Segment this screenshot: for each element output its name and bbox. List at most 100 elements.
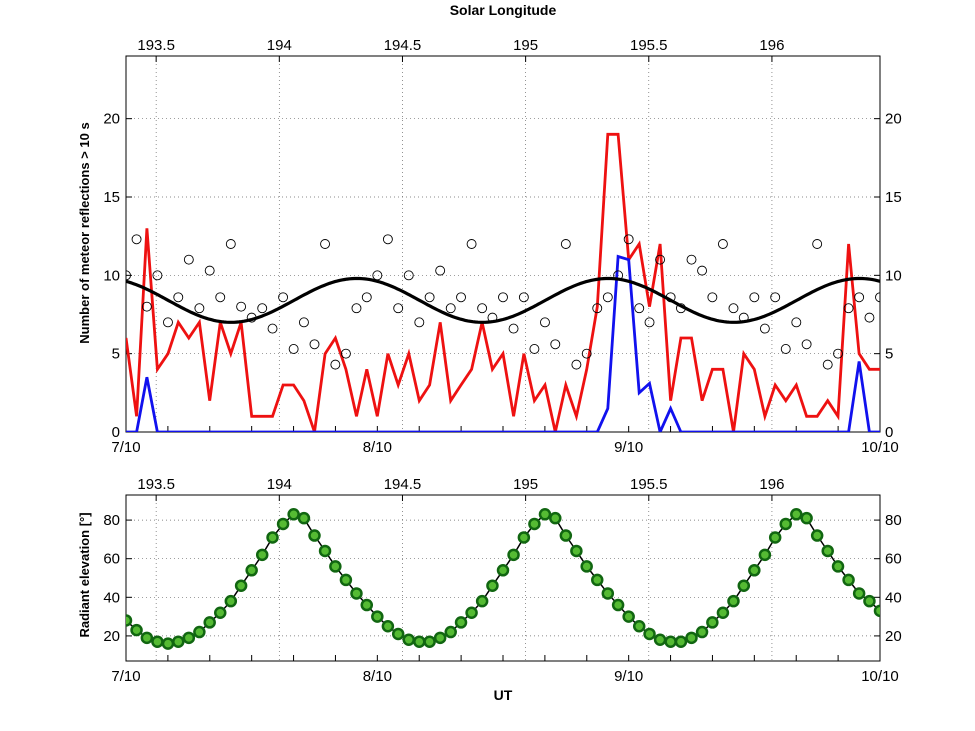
top-top-tick-label: 194	[267, 37, 292, 54]
top-y-tick-label: 20	[103, 111, 120, 128]
bottom-x-tick-label: 7/10	[111, 668, 140, 685]
chart-title: Solar Longitude	[450, 2, 557, 18]
bottom-top-tick-label: 194	[267, 476, 292, 493]
bottom-y-tick-label: 40	[103, 589, 120, 606]
series-open-circles-point	[194, 303, 205, 314]
series-open-circles-point	[508, 323, 519, 334]
top-y-axis-label: Number of meteor reflections > 10 s	[77, 122, 92, 343]
series-radiant-elevation-point	[126, 614, 133, 627]
series-open-circles-point	[126, 270, 131, 281]
series-radiant-elevation-point	[528, 517, 541, 531]
series-open-circles-point	[749, 292, 760, 303]
series-open-circles-point	[246, 312, 257, 323]
series-open-circles-point	[236, 301, 247, 312]
series-radiant-elevation-point	[350, 587, 363, 600]
top-y-tick-label: 5	[112, 346, 120, 363]
series-open-circles-point	[445, 303, 456, 314]
bottom-x-tick-label: 9/10	[614, 668, 643, 685]
series-open-circles-point	[581, 348, 592, 359]
series-open-circles-point	[613, 270, 624, 281]
series-radiant-elevation-point	[391, 627, 405, 641]
series-open-circles-point	[864, 312, 875, 323]
series-radiant-elevation-point	[601, 587, 615, 600]
series-open-circles-point	[592, 303, 603, 314]
top-top-tick-label: 194.5	[384, 37, 422, 54]
bottom-x-axis-label: UT	[494, 687, 513, 703]
series-open-circles-point	[320, 239, 331, 249]
bottom-chart-panel: Radiant elevation [°] UT 20 20 40 40 60 60 80 8…	[77, 476, 902, 703]
series-open-circles-point	[759, 323, 770, 334]
series-radiant-elevation-point	[360, 598, 374, 612]
series-open-circles-point	[707, 292, 718, 303]
series-open-circles-point	[152, 270, 163, 281]
series-open-circles-point	[141, 301, 152, 312]
top-x-tick-label: 7/10	[111, 439, 140, 456]
bottom-y-tick-label: 80	[103, 512, 120, 529]
series-radiant-elevation-point	[224, 594, 238, 608]
series-open-circles-point	[843, 303, 854, 314]
top-x-tick-label: 10/10	[861, 439, 899, 456]
series-radiant-elevation-point	[413, 635, 426, 648]
top-y-tick-label-right: 20	[885, 111, 902, 128]
series-open-circles-point	[163, 317, 173, 328]
series-open-circles-point	[466, 239, 477, 249]
series-open-circles-point	[644, 317, 655, 328]
series-radiant-elevation-point	[297, 511, 311, 525]
top-y-tick-label-right: 10	[885, 267, 902, 284]
series-radiant-elevation-point	[161, 637, 175, 650]
series-radiant-elevation-point	[193, 625, 206, 639]
series-open-circles-point	[550, 339, 561, 350]
series-open-circles-point	[498, 292, 508, 303]
bottom-y-tick-label: 20	[103, 628, 120, 645]
series-radiant-elevation-point	[695, 625, 709, 639]
series-radiant-elevation-point	[559, 529, 573, 542]
series-open-circles-point	[571, 359, 582, 370]
bottom-axes-box	[125, 494, 881, 662]
series-radiant-elevation-point	[674, 635, 688, 648]
series-radiant-elevation-point	[716, 606, 730, 619]
series-open-circles-point	[477, 303, 488, 314]
series-radiant-elevation-point	[496, 564, 510, 577]
series-radiant-elevation-point	[821, 544, 834, 558]
bottom-top-tick-label: 195.5	[630, 476, 668, 493]
series-radiant-elevation-point	[852, 587, 866, 600]
series-open-circles-point	[791, 317, 802, 328]
series-open-circles-point	[298, 317, 309, 328]
top-top-tick-label: 193.5	[137, 37, 175, 54]
series-radiant-elevation-point	[371, 610, 384, 623]
series-radiant-elevation-point	[800, 511, 813, 525]
top-y-tick-label-right: 0	[885, 424, 893, 441]
series-radiant-elevation-point	[758, 548, 772, 562]
series-open-circles-point	[330, 359, 341, 370]
series-open-circles-point	[560, 239, 571, 249]
series-radiant-elevation-point	[402, 633, 415, 647]
series-radiant-elevation-point	[276, 517, 290, 531]
series-open-circles-point	[173, 292, 184, 303]
series-radiant-elevation-point	[318, 544, 332, 558]
series-radiant-elevation-point	[611, 598, 625, 612]
series-open-circles-point	[393, 303, 404, 314]
series-radiant-elevation-point	[790, 508, 803, 521]
series-open-circles-point	[414, 317, 425, 328]
series-open-circles-point	[487, 312, 498, 323]
series-open-circles-point	[780, 344, 791, 354]
series-radiant-elevation-point	[653, 633, 667, 647]
series-radiant-elevation-point	[182, 631, 196, 645]
series-red-line	[126, 132, 880, 432]
series-radiant-elevation-point	[486, 579, 499, 592]
series-open-circles-point	[204, 265, 215, 276]
series-open-circles-point	[728, 303, 739, 314]
series-blue-line	[126, 254, 880, 432]
series-radiant-elevation-point	[779, 517, 792, 531]
series-radiant-elevation-point	[748, 564, 761, 577]
series-radiant-elevation-point	[444, 625, 457, 639]
bottom-y-axis-label: Radiant elevation [°]	[77, 512, 92, 637]
series-open-circles-point	[424, 292, 435, 303]
series-open-circles-point	[435, 265, 446, 276]
series-radiant-elevation-point	[308, 529, 321, 542]
series-open-circles-point	[403, 270, 414, 281]
top-x-tick-label: 8/10	[363, 439, 392, 456]
bottom-top-tick-label: 193.5	[137, 476, 175, 493]
series-open-circles-point	[655, 254, 666, 265]
